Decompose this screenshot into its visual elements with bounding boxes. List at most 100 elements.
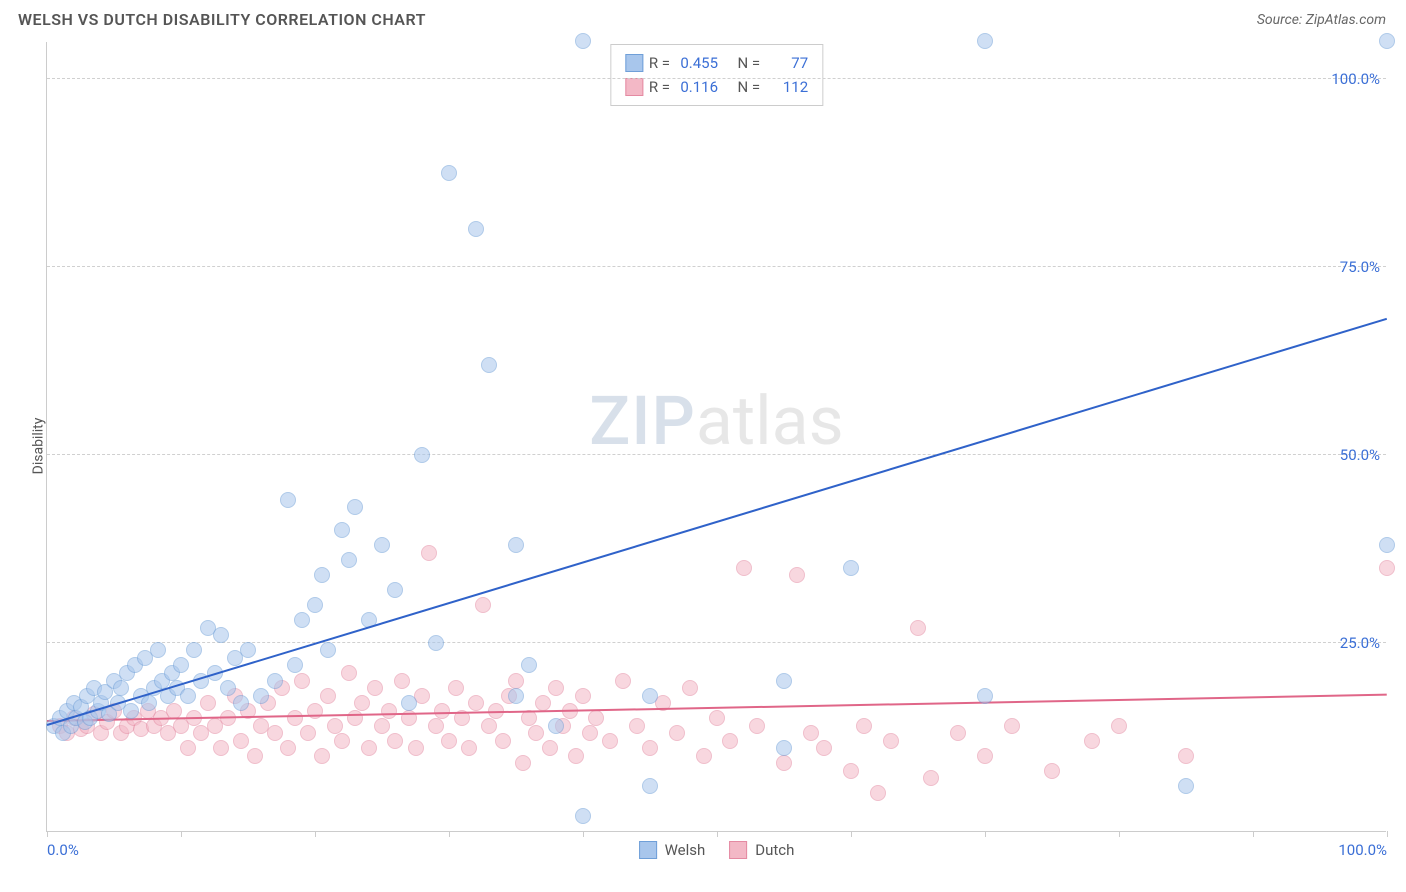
data-point-dutch bbox=[789, 567, 805, 583]
gridline bbox=[47, 454, 1386, 455]
data-point-welsh bbox=[213, 627, 229, 643]
data-point-dutch bbox=[722, 733, 738, 749]
legend-row-welsh: R = 0.455 N = 77 bbox=[625, 51, 808, 75]
data-point-dutch bbox=[977, 748, 993, 764]
welsh-r-value: 0.455 bbox=[676, 51, 718, 75]
x-tick bbox=[315, 831, 316, 837]
x-tick bbox=[1253, 831, 1254, 837]
source-label: Source: ZipAtlas.com bbox=[1257, 12, 1386, 28]
data-point-welsh bbox=[441, 165, 457, 181]
data-point-dutch bbox=[320, 688, 336, 704]
x-tick bbox=[985, 831, 986, 837]
data-point-dutch bbox=[883, 733, 899, 749]
data-point-dutch bbox=[294, 673, 310, 689]
data-point-dutch bbox=[682, 680, 698, 696]
data-point-welsh bbox=[642, 688, 658, 704]
data-point-dutch bbox=[381, 703, 397, 719]
data-point-dutch bbox=[314, 748, 330, 764]
data-point-dutch bbox=[528, 725, 544, 741]
data-point-welsh bbox=[414, 447, 430, 463]
data-point-dutch bbox=[341, 665, 357, 681]
data-point-dutch bbox=[736, 560, 752, 576]
data-point-dutch bbox=[696, 748, 712, 764]
data-point-dutch bbox=[428, 718, 444, 734]
x-tick bbox=[583, 831, 584, 837]
data-point-welsh bbox=[150, 642, 166, 658]
data-point-welsh bbox=[280, 492, 296, 508]
data-point-dutch bbox=[1084, 733, 1100, 749]
data-point-dutch bbox=[354, 695, 370, 711]
x-tick bbox=[1387, 831, 1388, 837]
data-point-dutch bbox=[568, 748, 584, 764]
data-point-dutch bbox=[923, 770, 939, 786]
data-point-dutch bbox=[1111, 718, 1127, 734]
data-point-welsh bbox=[294, 612, 310, 628]
data-point-dutch bbox=[387, 733, 403, 749]
x-tick bbox=[851, 831, 852, 837]
x-tick-label: 0.0% bbox=[47, 841, 79, 859]
y-tick-label: 100.0% bbox=[1331, 70, 1380, 88]
data-point-welsh bbox=[123, 703, 139, 719]
swatch-welsh bbox=[625, 54, 643, 72]
gridline bbox=[47, 266, 1386, 267]
data-point-dutch bbox=[709, 710, 725, 726]
data-point-welsh bbox=[776, 740, 792, 756]
data-point-welsh bbox=[374, 537, 390, 553]
data-point-welsh bbox=[180, 688, 196, 704]
legend-label-dutch: Dutch bbox=[755, 841, 794, 859]
data-point-dutch bbox=[367, 680, 383, 696]
data-point-dutch bbox=[816, 740, 832, 756]
data-point-welsh bbox=[287, 657, 303, 673]
data-point-welsh bbox=[428, 635, 444, 651]
x-tick bbox=[449, 831, 450, 837]
data-point-dutch bbox=[461, 740, 477, 756]
x-tick bbox=[717, 831, 718, 837]
data-point-dutch bbox=[588, 710, 604, 726]
data-point-dutch bbox=[468, 695, 484, 711]
chart-title: WELSH VS DUTCH DISABILITY CORRELATION CH… bbox=[18, 10, 426, 29]
legend-label-welsh: Welsh bbox=[665, 841, 706, 859]
y-tick-label: 50.0% bbox=[1340, 446, 1380, 464]
data-point-dutch bbox=[575, 688, 591, 704]
data-point-dutch bbox=[495, 733, 511, 749]
data-point-welsh bbox=[843, 560, 859, 576]
data-point-dutch bbox=[448, 680, 464, 696]
data-point-dutch bbox=[434, 703, 450, 719]
data-point-dutch bbox=[1044, 763, 1060, 779]
data-point-dutch bbox=[870, 785, 886, 801]
data-point-dutch bbox=[166, 703, 182, 719]
gridline bbox=[47, 78, 1386, 79]
data-point-dutch bbox=[910, 620, 926, 636]
data-point-welsh bbox=[240, 642, 256, 658]
data-point-dutch bbox=[548, 680, 564, 696]
chart-plot-area: ZIPatlas R = 0.455 N = 77 R = 0.116 N = … bbox=[46, 42, 1386, 832]
data-point-welsh bbox=[508, 688, 524, 704]
data-point-welsh bbox=[314, 567, 330, 583]
data-point-dutch bbox=[213, 740, 229, 756]
swatch-dutch bbox=[729, 841, 747, 859]
data-point-welsh bbox=[113, 680, 129, 696]
data-point-welsh bbox=[575, 808, 591, 824]
data-point-welsh bbox=[320, 642, 336, 658]
data-point-welsh bbox=[253, 688, 269, 704]
data-point-welsh bbox=[642, 778, 658, 794]
data-point-welsh bbox=[776, 673, 792, 689]
watermark-atlas: atlas bbox=[696, 381, 844, 461]
swatch-dutch bbox=[625, 78, 643, 96]
data-point-dutch bbox=[441, 733, 457, 749]
trendline-welsh bbox=[47, 317, 1388, 725]
series-legend: Welsh Dutch bbox=[639, 841, 795, 859]
data-point-dutch bbox=[327, 718, 343, 734]
data-point-dutch bbox=[615, 673, 631, 689]
data-point-welsh bbox=[233, 695, 249, 711]
data-point-dutch bbox=[200, 695, 216, 711]
data-point-dutch bbox=[394, 673, 410, 689]
data-point-welsh bbox=[173, 657, 189, 673]
y-tick-label: 75.0% bbox=[1340, 258, 1380, 276]
data-point-welsh bbox=[347, 499, 363, 515]
data-point-welsh bbox=[141, 695, 157, 711]
data-point-welsh bbox=[387, 582, 403, 598]
data-point-dutch bbox=[408, 740, 424, 756]
data-point-welsh bbox=[521, 657, 537, 673]
n-label: N = bbox=[738, 51, 761, 75]
